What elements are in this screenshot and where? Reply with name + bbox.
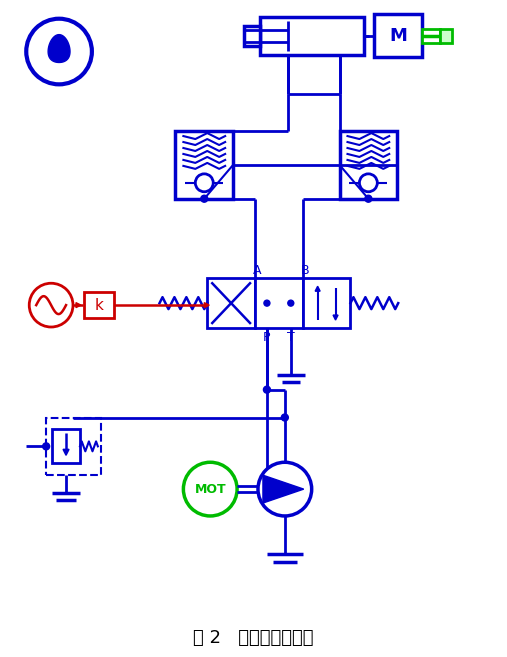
Bar bbox=[46, 417, 101, 475]
Circle shape bbox=[195, 174, 213, 192]
Circle shape bbox=[264, 386, 270, 393]
Circle shape bbox=[359, 174, 377, 192]
Bar bbox=[255, 279, 303, 328]
Circle shape bbox=[288, 300, 294, 306]
Circle shape bbox=[281, 414, 288, 421]
Circle shape bbox=[29, 283, 73, 327]
Circle shape bbox=[365, 195, 372, 202]
Text: A: A bbox=[252, 264, 261, 277]
Polygon shape bbox=[76, 303, 81, 307]
Bar bbox=[303, 279, 350, 328]
Polygon shape bbox=[315, 286, 320, 291]
Bar bbox=[84, 292, 114, 318]
Text: k: k bbox=[94, 298, 103, 313]
Bar bbox=[260, 16, 365, 55]
Polygon shape bbox=[204, 303, 209, 307]
Polygon shape bbox=[63, 449, 69, 455]
Bar bbox=[340, 131, 397, 198]
Text: MOT: MOT bbox=[194, 483, 226, 495]
Circle shape bbox=[43, 443, 50, 450]
Circle shape bbox=[201, 195, 208, 202]
Circle shape bbox=[26, 18, 92, 84]
Bar bbox=[244, 26, 260, 45]
Circle shape bbox=[258, 463, 312, 516]
Bar bbox=[374, 14, 422, 58]
Bar bbox=[440, 29, 452, 43]
Circle shape bbox=[264, 300, 270, 306]
Polygon shape bbox=[333, 315, 338, 320]
Text: P: P bbox=[263, 331, 271, 344]
Text: M: M bbox=[389, 27, 407, 45]
Bar bbox=[207, 279, 255, 328]
Circle shape bbox=[184, 463, 237, 516]
Text: 图 2   锁紧回路仿真图: 图 2 锁紧回路仿真图 bbox=[193, 629, 313, 647]
Text: T: T bbox=[287, 331, 295, 344]
Polygon shape bbox=[263, 475, 304, 503]
Bar bbox=[422, 29, 440, 43]
Bar bbox=[175, 131, 233, 198]
Bar bbox=[52, 430, 80, 463]
Text: B: B bbox=[301, 264, 309, 277]
Polygon shape bbox=[48, 35, 70, 62]
